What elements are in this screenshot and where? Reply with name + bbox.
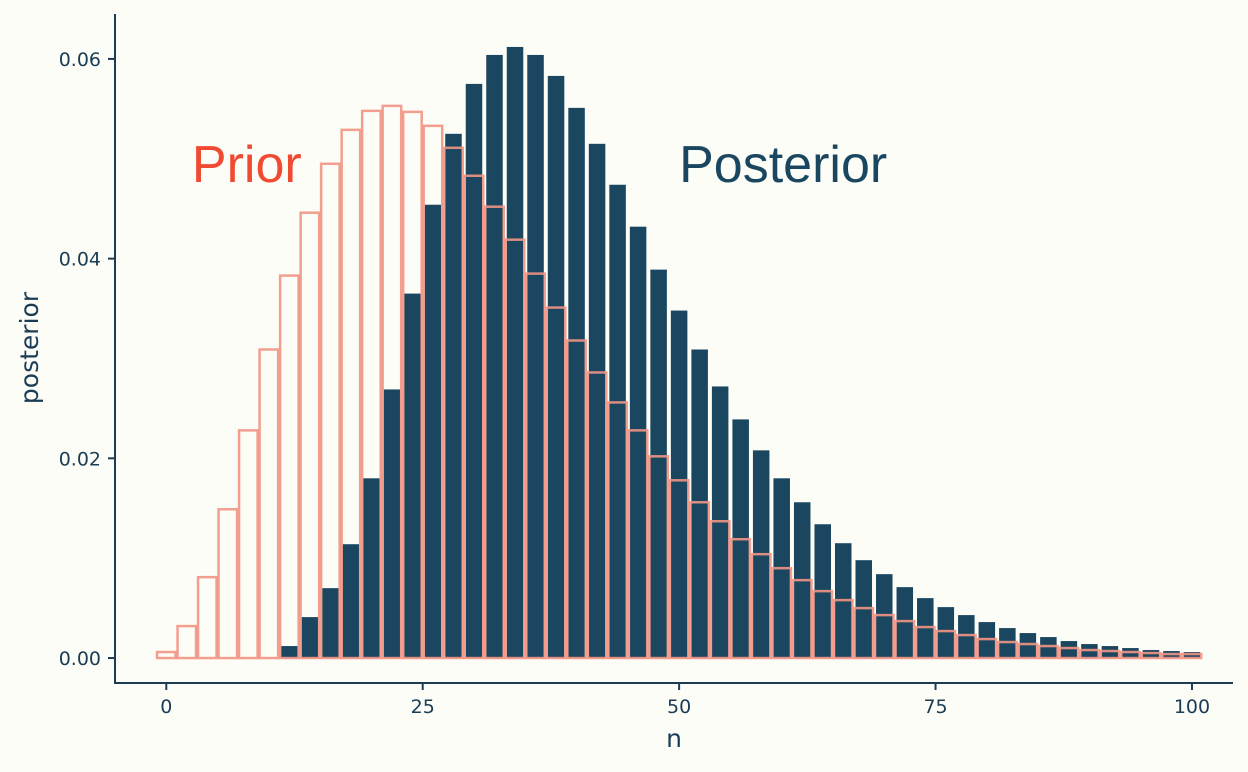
prior-bar <box>689 501 711 660</box>
prior-bar <box>176 624 198 660</box>
prior-bar <box>278 274 300 660</box>
prior-bar <box>586 371 608 660</box>
ticks: 0 25 50 75 100 0.00 0.02 0.04 0.06 <box>59 49 1210 718</box>
posterior-bar <box>609 184 626 659</box>
prior-bar <box>319 162 341 660</box>
posterior-bar <box>670 310 688 659</box>
x-tick-label: 75 <box>923 696 947 718</box>
posterior-bar <box>465 83 483 659</box>
prior-bar <box>668 479 690 660</box>
prior-bar <box>1181 652 1203 660</box>
prior-bar <box>422 124 444 660</box>
posterior-bar <box>547 75 565 659</box>
prior-bar <box>258 348 280 660</box>
prior-bar <box>1017 642 1039 660</box>
prior-bar <box>360 109 382 660</box>
prior-bar <box>1099 649 1121 660</box>
prior-bar <box>914 625 936 660</box>
posterior-bar <box>691 349 708 659</box>
posterior-bar <box>281 646 298 659</box>
posterior-bar <box>568 107 585 659</box>
prior-bar <box>996 640 1018 660</box>
y-tick-label: 0.04 <box>59 249 101 271</box>
prior-bar <box>566 339 588 660</box>
prior-bar <box>935 629 957 660</box>
prior-bar <box>853 606 875 660</box>
prior-bar <box>196 575 218 660</box>
prior-bar <box>504 238 526 660</box>
prior-annotation: Prior <box>192 136 302 194</box>
posterior-bar <box>1040 637 1057 659</box>
prior-bar <box>812 589 834 660</box>
prior-bar <box>955 633 977 660</box>
prior-bar <box>381 104 403 660</box>
plot-area <box>155 46 1203 660</box>
prior-bar <box>525 272 547 660</box>
posterior-bar <box>383 389 401 659</box>
y-axis-title: posterior <box>15 291 44 404</box>
x-tick-label: 0 <box>160 696 172 718</box>
posterior-bar <box>937 607 955 659</box>
prior-bar <box>750 552 772 660</box>
prior-bar <box>340 128 362 660</box>
prior-bar <box>771 566 793 660</box>
prior-bar <box>709 519 731 660</box>
prior-bar <box>730 537 752 660</box>
prior-bar <box>299 211 321 660</box>
axes <box>114 14 1233 684</box>
posterior-bar <box>363 478 380 659</box>
y-tick-label: 0.02 <box>59 448 101 470</box>
posterior-bar <box>342 544 360 659</box>
prior-bar <box>483 205 506 660</box>
prior-bar <box>894 619 916 660</box>
prior-bar <box>401 110 423 660</box>
x-tick-label: 50 <box>667 696 691 718</box>
y-tick-label: 0.06 <box>59 49 101 71</box>
prior-bar <box>545 306 567 660</box>
prior-bar <box>873 613 895 660</box>
prior-bar <box>1078 648 1100 660</box>
posterior-bar <box>527 54 544 659</box>
prior-bar <box>1160 652 1182 660</box>
prior-bar <box>791 578 813 660</box>
posterior-bar <box>588 143 606 659</box>
prior-bar <box>607 401 629 660</box>
prior-bar <box>237 429 259 660</box>
x-axis-title: n <box>666 724 682 753</box>
prior-bar <box>217 508 239 660</box>
y-tick-label: 0.00 <box>59 648 101 670</box>
posterior-bar <box>424 204 442 659</box>
posterior-bar <box>629 226 647 659</box>
posterior-bar <box>445 133 462 659</box>
prior-bar <box>627 429 649 660</box>
posterior-bar <box>896 587 914 659</box>
posterior-annotation: Posterior <box>679 136 887 194</box>
prior-series <box>155 104 1203 660</box>
posterior-bar <box>1060 641 1078 659</box>
posterior-bar <box>404 293 421 659</box>
posterior-bar <box>958 615 975 659</box>
prior-bar <box>1037 644 1059 660</box>
prior-bar <box>155 650 177 660</box>
prior-bar <box>442 146 464 660</box>
posterior-bar <box>650 269 667 659</box>
posterior-bar <box>301 617 319 659</box>
x-tick-label: 100 <box>1174 696 1210 718</box>
posterior-bar <box>486 54 503 659</box>
x-tick-label: 25 <box>411 696 435 718</box>
posterior-bar <box>322 588 339 659</box>
prior-bar <box>832 598 854 660</box>
prior-bar <box>648 455 670 660</box>
posterior-bar <box>1019 633 1037 659</box>
prior-bar <box>1119 650 1141 660</box>
prior-bar <box>976 637 998 660</box>
prior-bar <box>1140 651 1162 660</box>
prior-bar <box>1058 646 1080 660</box>
prior-bar <box>463 174 485 660</box>
posterior-bar <box>506 46 524 659</box>
